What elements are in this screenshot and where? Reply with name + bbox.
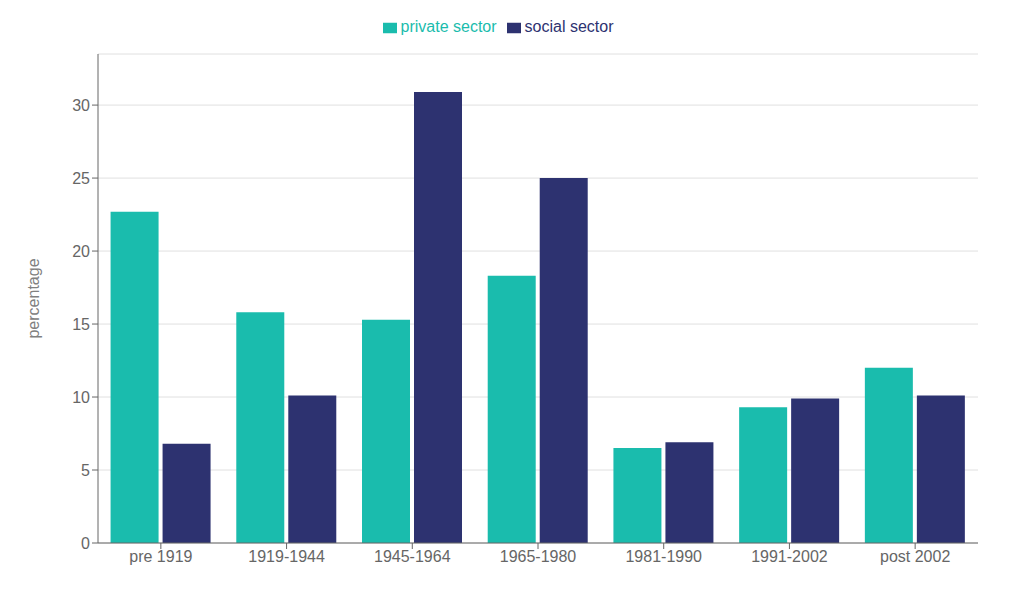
svg-text:1991-2002: 1991-2002: [751, 548, 828, 565]
svg-text:1919-1944: 1919-1944: [248, 548, 325, 565]
svg-text:15: 15: [72, 316, 90, 333]
svg-text:post 2002: post 2002: [880, 548, 950, 565]
html-text:private sector: private sector: [400, 18, 497, 35]
svg-text:30: 30: [72, 97, 90, 114]
svg-text:10: 10: [72, 389, 90, 406]
svg-text:5: 5: [81, 462, 90, 479]
svg-text:20: 20: [72, 243, 90, 260]
svg-text:1981-1990: 1981-1990: [625, 548, 702, 565]
svg-text:percentage: percentage: [25, 258, 42, 338]
svg-text:0: 0: [81, 535, 90, 552]
svg-text:1945-1964: 1945-1964: [374, 548, 451, 565]
html-text:social sector: social sector: [524, 18, 614, 35]
svg-text:1965-1980: 1965-1980: [500, 548, 577, 565]
svg-text:25: 25: [72, 170, 90, 187]
svg-text:pre 1919: pre 1919: [129, 548, 192, 565]
